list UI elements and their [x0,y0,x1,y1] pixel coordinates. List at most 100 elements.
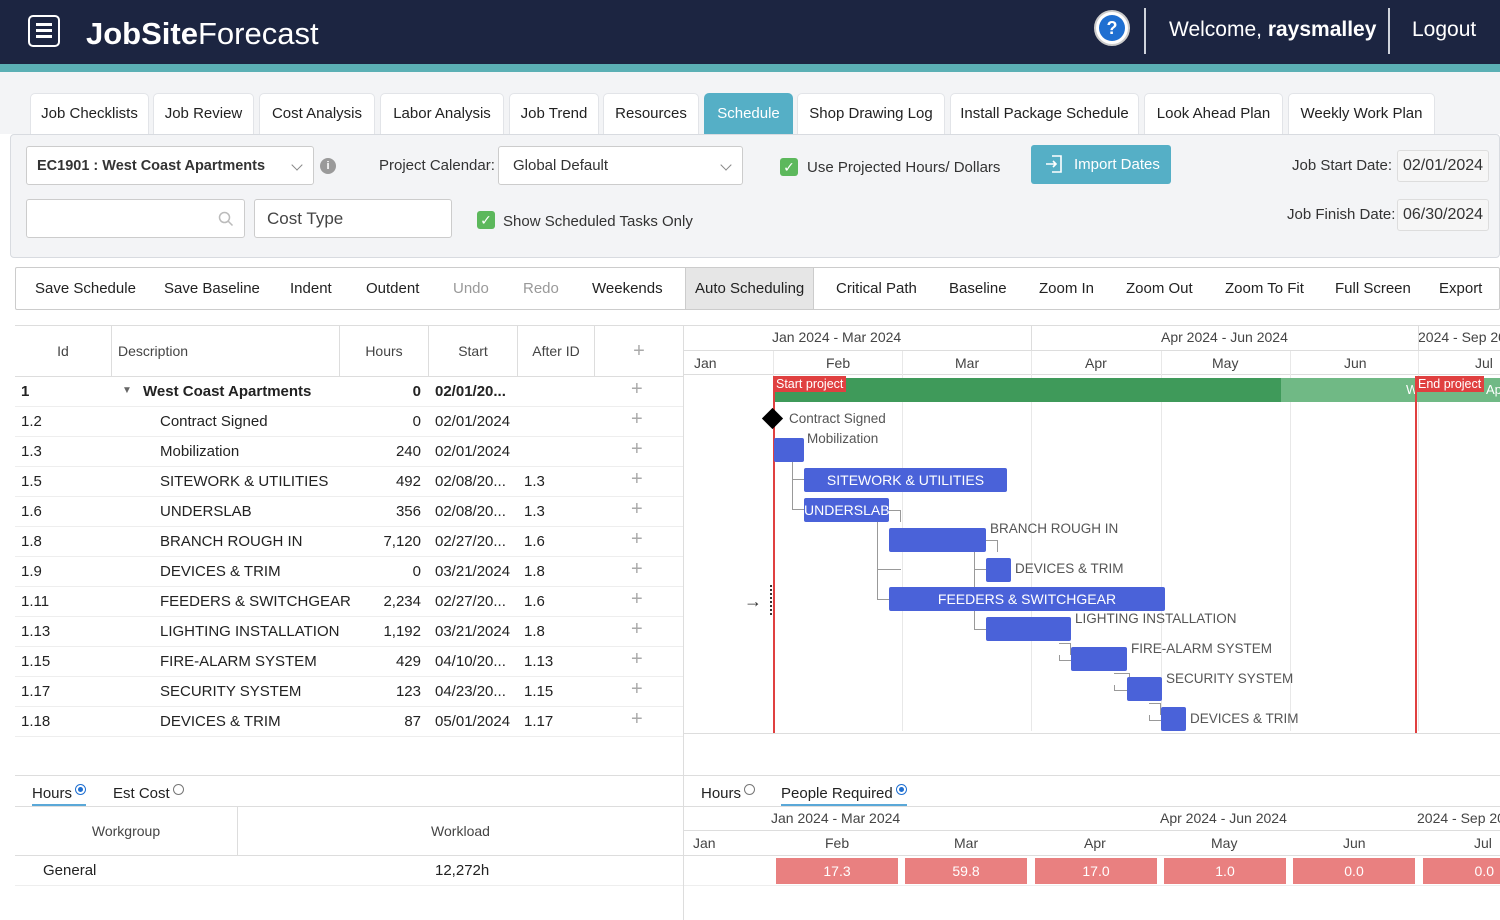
row-description: BRANCH ROUGH IN [160,533,303,550]
col-description[interactable]: Description [112,326,340,376]
table-row[interactable]: 1.18 DEVICES & TRIM 87 05/01/2024 1.17 + [15,707,683,737]
hamburger-menu-icon[interactable] [28,15,60,47]
tab-cost-analysis[interactable]: Cost Analysis [259,93,375,134]
search-input[interactable] [26,199,245,238]
outdent-button[interactable]: Outdent [366,280,420,297]
task-bar-sitework[interactable]: SITEWORK & UTILITIES [804,468,1007,492]
resource-cell[interactable]: 17.3 [776,858,898,884]
tab-weekly-work-plan[interactable]: Weekly Work Plan [1288,93,1435,134]
tab-look-ahead-plan[interactable]: Look Ahead Plan [1144,93,1283,134]
save-baseline-button[interactable]: Save Baseline [164,280,260,297]
resource-cell[interactable]: 59.8 [905,858,1027,884]
add-task-icon[interactable]: + [631,408,643,430]
resource-cell[interactable]: 0.0 [1423,858,1500,884]
zoom-to-fit-button[interactable]: Zoom To Fit [1225,280,1304,297]
table-row[interactable]: 1.8 BRANCH ROUGH IN 7,120 02/27/20... 1.6 + [15,527,683,557]
tab-job-review[interactable]: Job Review [153,93,254,134]
import-icon [1046,155,1062,173]
add-task-icon[interactable]: + [631,618,643,640]
table-row[interactable]: 1.6 UNDERSLAB 356 02/08/20... 1.3 + [15,497,683,527]
zoom-in-button[interactable]: Zoom In [1039,280,1095,297]
est-cost-tab[interactable]: Est Cost [113,784,184,802]
col-after-id[interactable]: After ID [518,326,595,376]
help-icon[interactable]: ? [1094,10,1130,46]
task-bar-underslab[interactable]: UNDERSLAB [804,498,890,522]
add-task-icon[interactable]: + [631,588,643,610]
use-projected-checkbox[interactable]: ✓ [780,158,798,176]
undo-button[interactable]: Undo [453,280,489,297]
task-bar-fire-alarm[interactable] [1071,647,1127,671]
row-id: 1.2 [21,413,42,430]
resource-cell[interactable]: 0.0 [1293,858,1415,884]
add-task-icon[interactable]: + [631,558,643,580]
table-row[interactable]: 1.5 SITEWORK & UTILITIES 492 02/08/20... 1.3… [15,467,683,497]
task-bar-lighting-installation[interactable] [986,617,1071,641]
task-bar-devices-trim[interactable] [986,558,1011,582]
table-row[interactable]: 1.17 SECURITY SYSTEM 123 04/23/20... 1.15 + [15,677,683,707]
zoom-out-button[interactable]: Zoom Out [1126,280,1193,297]
job-start-date[interactable]: 02/01/2024 [1397,150,1489,182]
table-row[interactable]: 1.9 DEVICES & TRIM 0 03/21/2024 1.8 + [15,557,683,587]
tab-shop-drawing-log[interactable]: Shop Drawing Log [797,93,945,134]
row-hours: 7,120 [383,533,421,550]
collapse-toggle-icon[interactable]: ▼ [122,385,132,396]
import-dates-button[interactable]: Import Dates [1031,145,1171,184]
export-button[interactable]: Export [1439,280,1483,297]
add-column-icon[interactable]: + [633,340,645,362]
row-id: 1.5 [21,473,42,490]
tab-schedule[interactable]: Schedule [704,93,793,134]
table-row[interactable]: 1.11 FEEDERS & SWITCHGEAR 2,234 02/27/20...… [15,587,683,617]
milestone-contract-signed[interactable] [761,407,784,430]
tab-job-checklists[interactable]: Job Checklists [30,93,149,134]
weekends-button[interactable]: Weekends [592,280,663,297]
baseline-button[interactable]: Baseline [949,280,1007,297]
col-start[interactable]: Start [429,326,518,376]
project-select[interactable]: EC1901 : West Coast Apartments [26,146,314,185]
add-task-icon[interactable]: + [631,378,643,400]
job-finish-date[interactable]: 06/30/2024 [1397,199,1489,231]
resource-cell[interactable]: 17.0 [1035,858,1157,884]
people-required-tab[interactable]: People Required [781,784,907,806]
logout-link[interactable]: Logout [1412,18,1477,41]
add-task-icon[interactable]: + [631,708,643,730]
tab-resources[interactable]: Resources [603,93,699,134]
table-row[interactable]: 1.3 Mobilization 240 02/01/2024 + [15,437,683,467]
add-task-icon[interactable]: + [631,678,643,700]
col-id[interactable]: Id [15,326,112,376]
month-label: Jun [1344,355,1367,371]
full-screen-button[interactable]: Full Screen [1335,280,1411,297]
calendar-select[interactable]: Global Default [498,146,743,185]
resource-cell[interactable]: 1.0 [1164,858,1286,884]
redo-button[interactable]: Redo [523,280,559,297]
task-label: BRANCH ROUGH IN [990,521,1119,536]
add-task-icon[interactable]: + [631,498,643,520]
indent-button[interactable]: Indent [290,280,332,297]
add-task-icon[interactable]: + [631,528,643,550]
tab-labor-analysis[interactable]: Labor Analysis [380,93,504,134]
task-bar-security[interactable] [1127,677,1162,701]
scheduled-only-checkbox[interactable]: ✓ [477,211,495,229]
task-bar-feeders-switchgear[interactable]: FEEDERS & SWITCHGEAR [889,587,1165,611]
col-hours[interactable]: Hours [340,326,429,376]
cost-type-input[interactable]: Cost Type [254,199,452,238]
add-task-icon[interactable]: + [631,648,643,670]
table-row[interactable]: 1 ▼ West Coast Apartments 0 02/01/20... + [15,377,683,407]
table-row[interactable]: 1.13 LIGHTING INSTALLATION 1,192 03/21/2024… [15,617,683,647]
tab-job-trend[interactable]: Job Trend [509,93,599,134]
add-task-icon[interactable]: + [631,468,643,490]
task-bar-mobilization[interactable] [774,438,804,462]
project-summary-bar[interactable]: W Ap [773,378,1500,402]
tab-install-package-schedule[interactable]: Install Package Schedule [950,93,1139,134]
table-row[interactable]: 1.15 FIRE-ALARM SYSTEM 429 04/10/20... 1.13 + [15,647,683,677]
add-task-icon[interactable]: + [631,438,643,460]
hours-tab-left[interactable]: Hours [32,784,87,806]
task-bar-devices-trim-2[interactable] [1161,707,1186,731]
app-logo[interactable]: JobSiteForecast [86,16,319,51]
info-icon[interactable]: i [320,158,336,174]
hours-tab-right[interactable]: Hours [701,784,756,802]
critical-path-button[interactable]: Critical Path [836,280,917,297]
auto-scheduling-button[interactable]: Auto Scheduling [685,268,815,309]
task-bar-branch-rough-in[interactable] [889,528,986,552]
table-row[interactable]: 1.2 Contract Signed 0 02/01/2024 + [15,407,683,437]
save-schedule-button[interactable]: Save Schedule [35,280,136,297]
